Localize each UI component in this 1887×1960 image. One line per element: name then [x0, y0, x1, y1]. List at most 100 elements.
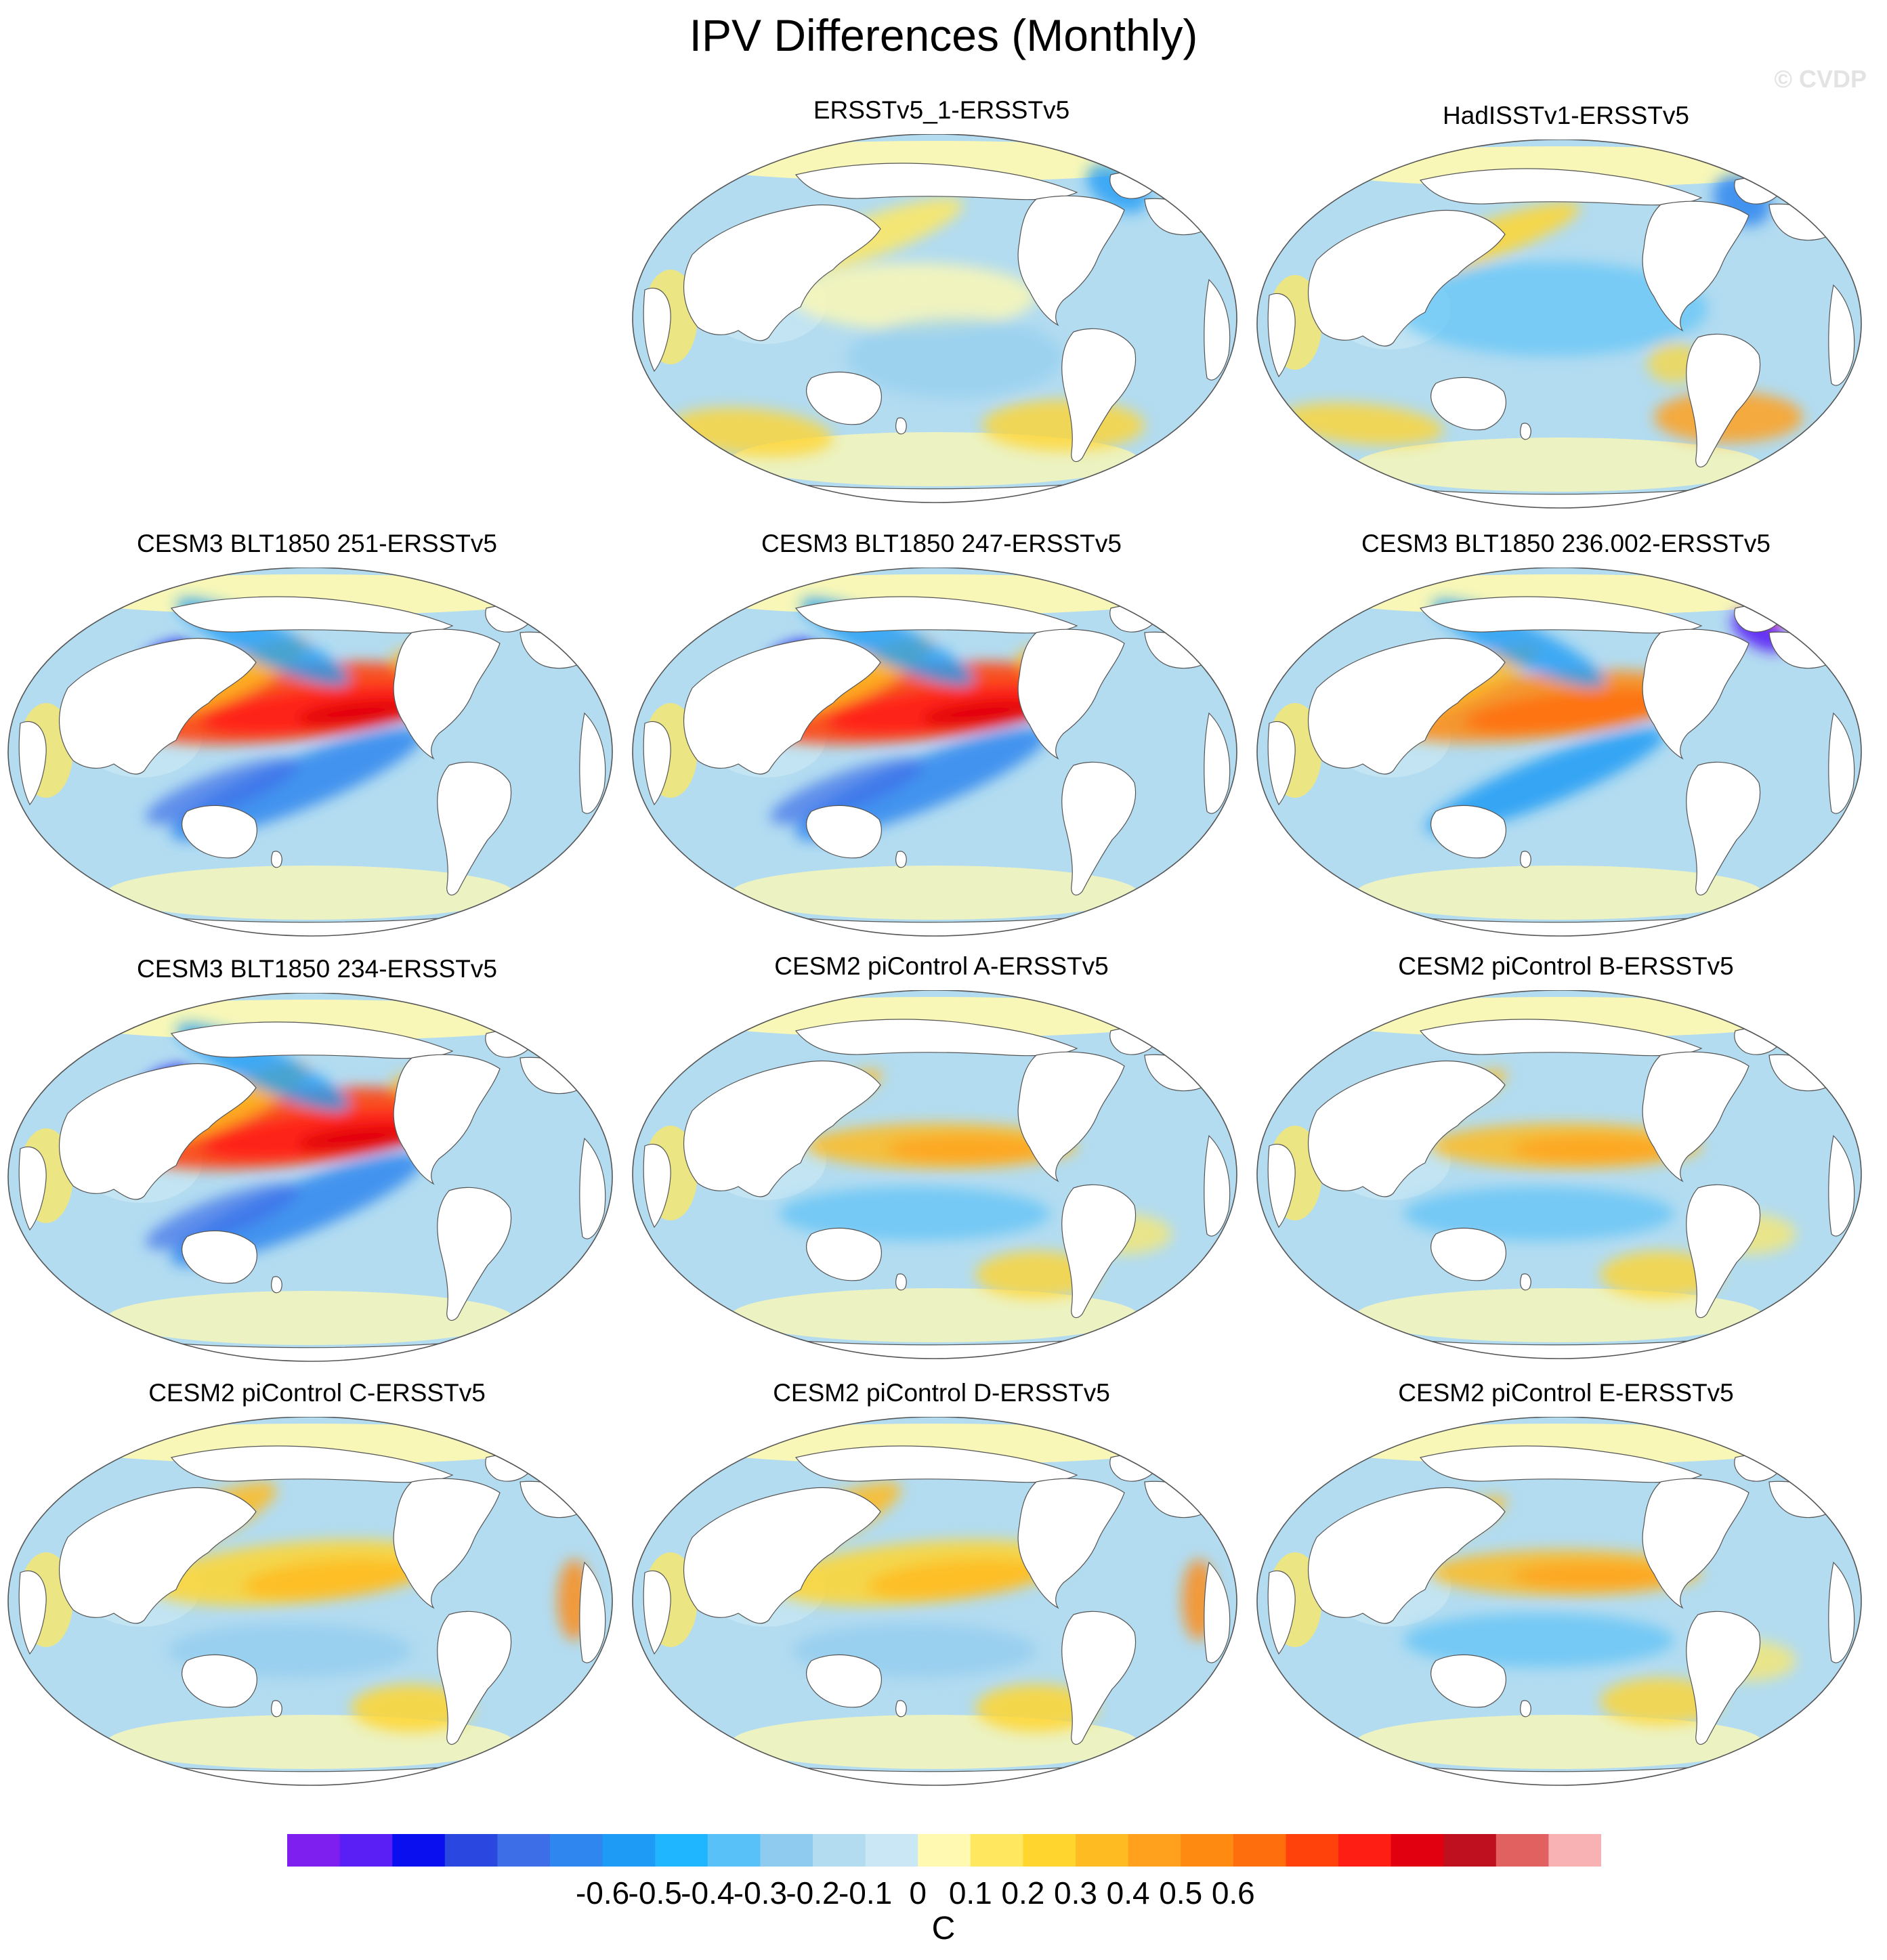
map-outline	[1256, 1417, 1862, 1786]
panel-title: CESM2 piControl A-ERSSTv5	[774, 952, 1109, 980]
landmass-samerica	[1061, 761, 1137, 896]
panel-title: CESM3 BLT1850 234-ERSSTv5	[137, 955, 497, 983]
colorbar-swatch	[287, 1834, 341, 1867]
landmass-nz	[1520, 1700, 1531, 1718]
landmass-australia	[1430, 1227, 1506, 1281]
landmass-samerica	[437, 1187, 512, 1321]
anomaly-region	[1281, 402, 1444, 446]
landmass-australia	[181, 805, 257, 859]
world-map	[7, 993, 613, 1362]
landmass-africaE	[579, 1561, 606, 1663]
anomaly-region	[242, 1558, 419, 1600]
colorbar-tick-label: -0.5	[628, 1875, 682, 1911]
map-panel: CESM2 piControl A-ERSSTv5	[630, 952, 1253, 1379]
landmass-nz	[895, 1700, 907, 1718]
landmass-africaE	[1204, 712, 1231, 814]
anomaly-region	[982, 400, 1145, 451]
colorbar-swatch	[655, 1834, 708, 1867]
colorbar-swatch	[1023, 1834, 1076, 1867]
colorbar-swatch	[918, 1834, 971, 1867]
landmass-asia	[683, 1487, 881, 1624]
colorbar-swatch	[1128, 1834, 1181, 1867]
colorbar	[287, 1834, 1601, 1867]
panel-title: HadISSTv1-ERSSTv5	[1443, 102, 1689, 129]
anomaly-region	[921, 699, 1043, 727]
landmass-asia	[1308, 1060, 1506, 1197]
world-map	[632, 134, 1237, 503]
anomaly-region	[1403, 1613, 1674, 1667]
colorbar-tick-label: 0.6	[1211, 1875, 1255, 1911]
anomaly-region	[867, 1558, 1043, 1600]
landmass-nz	[271, 1700, 282, 1718]
landmass-samerica	[437, 1611, 512, 1745]
landmass-namerica	[1642, 629, 1750, 760]
landmass-africa	[1267, 721, 1296, 806]
panel-title: CESM2 piControl E-ERSSTv5	[1398, 1379, 1734, 1407]
anomaly-region	[1600, 1678, 1722, 1725]
colorbar-swatch	[392, 1834, 446, 1867]
landmass-africaE	[1204, 1561, 1231, 1663]
landmass-samerica	[1061, 1184, 1137, 1319]
landmass-nz	[1520, 851, 1531, 868]
landmass-asia	[59, 637, 257, 775]
landmass-asia	[1308, 637, 1506, 775]
map-panel: CESM2 piControl B-ERSSTv5	[1254, 952, 1878, 1379]
anomaly-region	[1426, 728, 1666, 834]
world-map	[7, 568, 613, 937]
panel-title: CESM3 BLT1850 251-ERSSTv5	[137, 530, 497, 557]
panel-title: CESM3 BLT1850 236.002-ERSSTv5	[1361, 530, 1771, 557]
colorbar-swatch	[1548, 1834, 1601, 1867]
colorbar-tick-label: -0.6	[575, 1875, 630, 1911]
world-map	[632, 990, 1237, 1359]
landmass-namerica	[393, 629, 501, 760]
landmass-asia	[683, 637, 881, 775]
landmass-africaE	[1828, 284, 1855, 386]
map-outline	[1256, 140, 1862, 509]
world-map	[632, 568, 1237, 937]
landmass-asia	[1308, 1487, 1506, 1624]
anomaly-region	[975, 1251, 1097, 1298]
anomaly-region	[1464, 689, 1681, 733]
landmass-namerica	[1017, 195, 1125, 326]
landmass-nz	[895, 1273, 907, 1291]
anomaly-region	[975, 1684, 1097, 1732]
landmass-nz	[895, 851, 907, 868]
map-outline	[7, 1417, 613, 1786]
anomaly-region	[107, 866, 513, 920]
landmass-africaE	[1828, 1561, 1855, 1663]
anomaly-region	[297, 1124, 419, 1153]
landmass-samerica	[1686, 1184, 1761, 1319]
panel-title: CESM2 piControl D-ERSSTv5	[773, 1379, 1110, 1407]
map-panel: CESM3 BLT1850 236.002-ERSSTv5	[1254, 530, 1878, 956]
landmass-asia	[59, 1487, 257, 1624]
landmass-africa	[643, 287, 671, 372]
colorbar-tick-label: 0	[909, 1875, 927, 1911]
landmass-namerica	[1642, 1051, 1750, 1183]
map-outline	[1256, 568, 1862, 937]
figure-title: IPV Differences (Monthly)	[689, 10, 1198, 60]
landmass-asia	[1308, 209, 1506, 347]
colorbar-swatch	[602, 1834, 656, 1867]
landmass-africa	[1267, 1570, 1296, 1655]
map-panel: HadISSTv1-ERSSTv5	[1254, 102, 1878, 528]
landmass-namerica	[1017, 629, 1125, 760]
colorbar-swatch	[1181, 1834, 1234, 1867]
anomaly-region	[1403, 1187, 1674, 1241]
anomaly-region	[1600, 1251, 1722, 1298]
panel-title: CESM2 piControl B-ERSSTv5	[1398, 952, 1734, 980]
anomaly-region	[145, 1183, 299, 1250]
anomaly-region	[351, 1684, 473, 1732]
colorbar-swatch	[1286, 1834, 1339, 1867]
anomaly-region	[1512, 1562, 1674, 1590]
landmass-nz	[271, 1276, 282, 1294]
landmass-australia	[805, 1654, 882, 1708]
colorbar-swatch	[1391, 1834, 1444, 1867]
anomaly-region	[1397, 261, 1708, 356]
map-panel: CESM2 piControl E-ERSSTv5	[1254, 1379, 1878, 1806]
landmass-samerica	[437, 761, 512, 896]
anomaly-region	[107, 1291, 513, 1345]
anomaly-region	[732, 1288, 1138, 1342]
colorbar-swatch	[497, 1834, 551, 1867]
colorbar-swatch	[1076, 1834, 1129, 1867]
world-map	[1256, 990, 1862, 1359]
